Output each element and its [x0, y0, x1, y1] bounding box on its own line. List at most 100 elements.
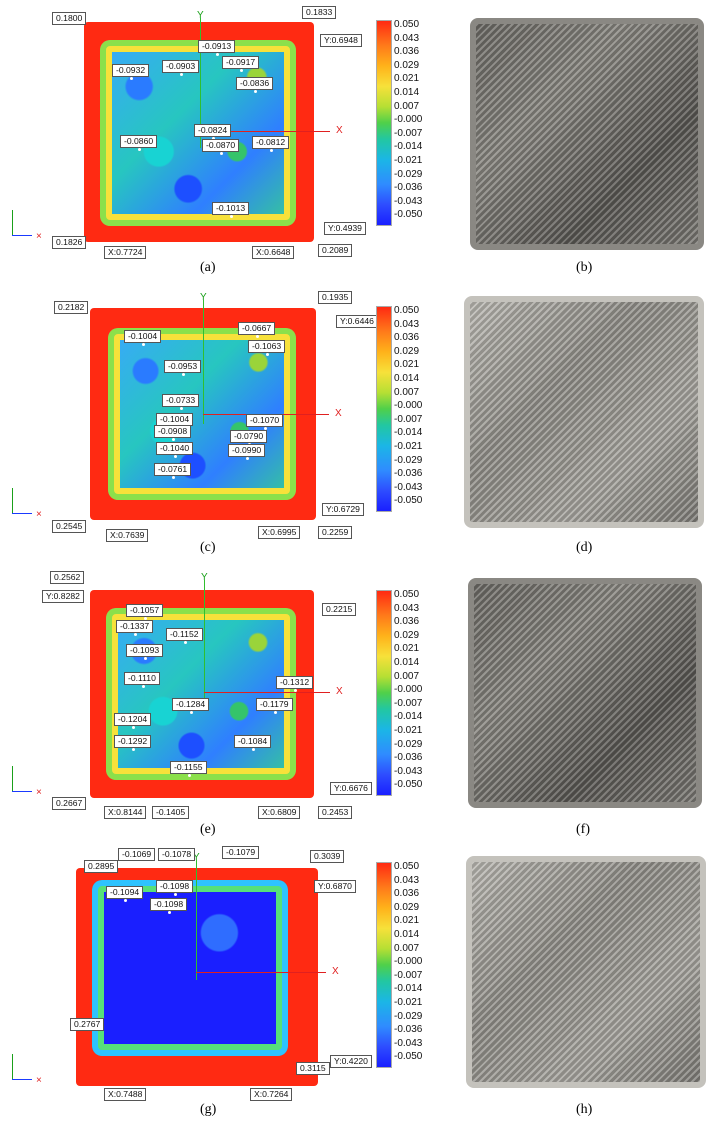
measure-point: [134, 633, 137, 636]
deviation-value-label: -0.0790: [230, 430, 268, 443]
coordinate-label: Y:0.6870: [314, 880, 356, 893]
measure-point: [180, 73, 183, 76]
measure-point: [144, 657, 147, 660]
triad-z: [12, 235, 32, 236]
scale-tick-label: -0.050: [394, 779, 423, 791]
measure-point: [212, 137, 215, 140]
coordinate-label: X:0.7724: [104, 246, 147, 259]
deviation-value-label: -0.1094: [106, 886, 144, 899]
deviation-value-label: -0.0733: [162, 394, 200, 407]
scale-tick-label: -0.050: [394, 1051, 423, 1063]
caption-left: (e): [200, 822, 216, 837]
scale-tick-label: 0.014: [394, 86, 420, 98]
measure-point: [132, 726, 135, 729]
measure-point: [274, 711, 277, 714]
corner-value-label: 0.2895: [84, 860, 119, 873]
scale-tick-label: -0.014: [394, 141, 423, 153]
corner-value-label: 0.1935: [318, 291, 353, 304]
measure-point: [138, 148, 141, 151]
corner-value-label: 0.2767: [70, 1018, 105, 1031]
triad-y: [12, 488, 13, 514]
scale-tick-label: 0.007: [394, 100, 420, 112]
triad-x-mark: ×: [36, 1075, 42, 1086]
deviation-value-label: -0.1070: [246, 414, 284, 427]
corner-value-label: 0.2215: [322, 603, 357, 616]
y-axis-label: Y: [200, 292, 207, 303]
measure-point: [190, 711, 193, 714]
y-axis-label: Y: [193, 852, 200, 863]
caption-left: (c): [200, 540, 216, 555]
x-axis-label: X: [335, 408, 342, 419]
coordinate-label: X:0.6809: [258, 806, 301, 819]
measure-point: [168, 911, 171, 914]
measure-point: [256, 335, 259, 338]
scale-tick-label: 0.029: [394, 345, 420, 357]
caption-left: (a): [200, 260, 216, 275]
scale-tick-label: 0.043: [394, 318, 420, 330]
coordinate-label: Y:0.4220: [330, 1055, 372, 1068]
scale-tick-label: 0.014: [394, 928, 420, 940]
deviation-value-label: -0.0812: [252, 136, 290, 149]
scale-tick-label: 0.050: [394, 19, 420, 30]
scale-tick-label: -0.029: [394, 738, 423, 750]
scale-tick-label: 0.043: [394, 874, 420, 886]
scale-tick-label: -0.043: [394, 481, 423, 493]
deviation-value-label: -0.1063: [248, 340, 286, 353]
color-scale-bar: [376, 20, 392, 226]
x-axis-line: [196, 972, 326, 973]
deviation-value-label: -0.1078: [158, 848, 196, 861]
deviation-value-label: -0.1312: [276, 676, 314, 689]
measure-point: [252, 748, 255, 751]
scale-tick-label: -0.043: [394, 1037, 423, 1049]
measure-point: [172, 438, 175, 441]
color-scale-bar: [376, 590, 392, 796]
measure-point: [264, 427, 267, 430]
deviation-value-label: -0.1110: [124, 672, 160, 685]
coordinate-label: X:0.7488: [104, 1088, 147, 1101]
deviation-value-label: -0.0860: [120, 135, 158, 148]
scale-tick-label: 0.021: [394, 359, 420, 371]
triad-z: [12, 1079, 32, 1080]
scale-tick-label: -0.000: [394, 956, 423, 968]
axis-triad-icon: ×: [10, 202, 44, 242]
measure-point: [294, 689, 297, 692]
measure-point: [124, 899, 127, 902]
coordinate-label: Y:0.8282: [42, 590, 84, 603]
coordinate-label: X:0.7639: [106, 529, 149, 542]
measure-point: [180, 407, 183, 410]
deviation-value-label: -0.1057: [126, 604, 164, 617]
triad-x-mark: ×: [36, 787, 42, 798]
coordinate-label: Y:0.6446: [336, 315, 378, 328]
deviation-value-label: -0.1179: [256, 698, 293, 711]
deviation-value-label: -0.0908: [154, 425, 192, 438]
color-scale-bar: [376, 862, 392, 1068]
caption-right: (d): [576, 540, 593, 555]
scale-tick-label: -0.036: [394, 752, 423, 764]
scale-tick-label: -0.036: [394, 1024, 423, 1036]
deviation-value-label: -0.0953: [164, 360, 202, 373]
scale-tick-label: -0.021: [394, 724, 423, 736]
measure-point: [254, 90, 257, 93]
y-axis-line: [203, 300, 204, 424]
measure-point: [144, 617, 147, 620]
triad-y: [12, 1054, 13, 1080]
deviation-value-label: -0.1004: [124, 330, 162, 343]
scale-tick-label: 0.036: [394, 888, 420, 900]
scale-tick-label: 0.007: [394, 386, 420, 398]
deviation-value-label: -0.0836: [236, 77, 274, 90]
corner-value-label: 0.2562: [50, 571, 85, 584]
coordinate-label: X:0.7264: [250, 1088, 293, 1101]
y-axis-label: Y: [201, 572, 208, 583]
scale-tick-label: -0.014: [394, 983, 423, 995]
axis-triad-icon: ×: [10, 480, 44, 520]
scale-tick-label: 0.007: [394, 942, 420, 954]
scale-tick-label: -0.021: [394, 996, 423, 1008]
scale-tick-label: -0.000: [394, 114, 423, 126]
corner-value-label: 0.2453: [318, 806, 353, 819]
scale-tick-label: -0.014: [394, 711, 423, 723]
corner-value-label: 0.3115: [296, 1062, 330, 1075]
scale-tick-label: -0.007: [394, 969, 423, 981]
caption-right: (b): [576, 260, 593, 275]
scale-tick-label: -0.021: [394, 154, 423, 166]
triad-x-mark: ×: [36, 231, 42, 242]
